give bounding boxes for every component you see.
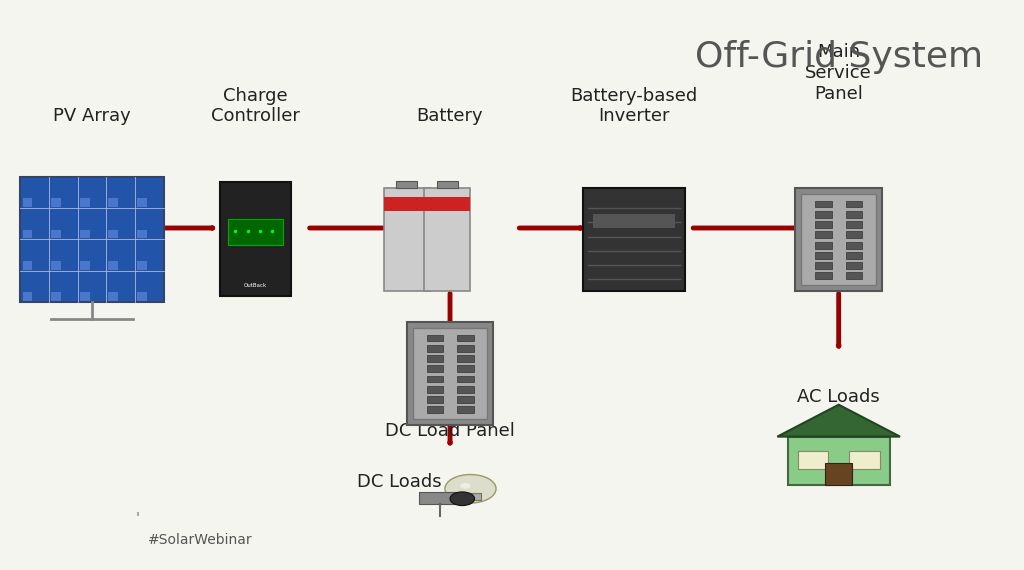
Bar [425,188,470,291]
Bar [849,451,880,469]
Text: Solar: Solar [26,533,83,552]
Bar [457,365,473,372]
Bar [427,355,442,362]
Text: Off-Grid System: Off-Grid System [694,40,983,74]
Bar [457,345,473,352]
Bar [593,214,675,228]
Bar [51,292,61,301]
Bar [457,335,473,341]
Text: Battery: Battery [417,107,483,125]
Bar [846,201,862,207]
Bar [228,219,284,245]
Bar [10,516,143,564]
Bar [80,198,89,207]
Text: Power World: Power World [26,550,86,560]
Text: DC Loads: DC Loads [356,473,441,491]
Bar [80,292,89,301]
Bar [846,252,862,259]
Text: PV Array: PV Array [53,107,131,125]
Bar [846,272,862,279]
Bar [798,451,828,469]
Bar [583,188,685,291]
Bar [846,262,862,269]
Bar [384,188,430,291]
Bar [51,261,61,270]
Bar [846,221,862,228]
Bar [457,396,473,403]
Bar [437,181,458,188]
Bar [384,197,430,211]
Bar [109,198,118,207]
Bar [137,292,146,301]
Bar [787,437,890,484]
Circle shape [460,483,470,488]
Bar [420,492,460,504]
Bar [815,221,831,228]
Bar [109,261,118,270]
Circle shape [450,492,474,506]
Bar [457,376,473,382]
Bar [457,386,473,393]
Bar [427,365,442,372]
Bar [427,386,442,393]
Polygon shape [777,405,900,437]
Bar [846,242,862,249]
Bar [23,261,33,270]
Bar [427,376,442,382]
Bar [427,406,442,413]
Bar [815,252,831,259]
Text: Battery-based
Inverter: Battery-based Inverter [570,87,697,125]
Bar [815,262,831,269]
Bar [109,292,118,301]
Bar [815,231,831,238]
Bar [815,211,831,218]
Bar [220,182,292,296]
Bar [137,261,146,270]
Bar [109,230,118,238]
Bar [51,230,61,238]
Bar [51,198,61,207]
Bar [407,322,494,425]
Text: OutBack: OutBack [244,283,267,288]
Bar [460,493,480,500]
Text: #SolarWebinar: #SolarWebinar [148,533,253,547]
Bar [23,198,33,207]
Bar [427,396,442,403]
Bar [846,231,862,238]
Bar [815,272,831,279]
Bar [137,198,146,207]
Bar [825,463,852,484]
Bar [396,181,417,188]
Text: DC Load Panel: DC Load Panel [385,422,515,440]
Text: Charge
Controller: Charge Controller [211,87,300,125]
Bar [802,194,876,285]
Bar [137,230,146,238]
Bar [425,197,470,211]
Text: Main
Service
Panel: Main Service Panel [805,43,872,103]
Bar [457,355,473,362]
Bar [815,242,831,249]
Bar [80,230,89,238]
Circle shape [444,474,496,503]
Bar [413,328,487,419]
Bar [23,292,33,301]
Bar [796,188,882,291]
Bar [427,345,442,352]
Bar [457,406,473,413]
Bar [23,230,33,238]
Bar [846,211,862,218]
Bar [815,201,831,207]
Bar [20,177,164,302]
Text: AC Loads: AC Loads [798,388,880,406]
Bar [80,261,89,270]
Bar [427,335,442,341]
